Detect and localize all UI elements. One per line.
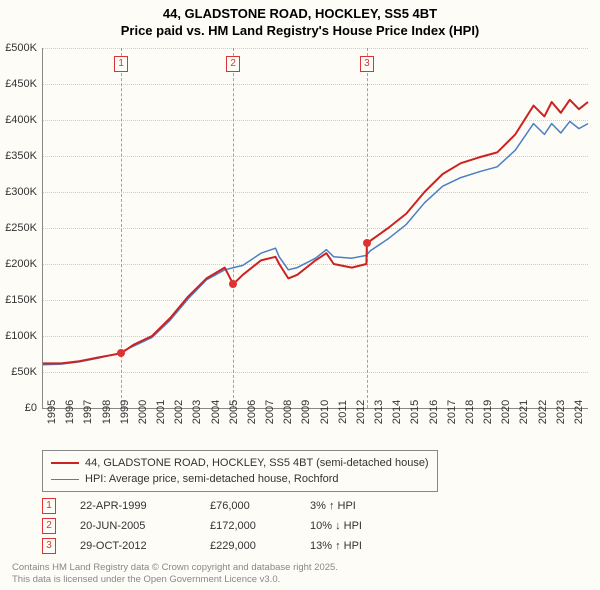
y-tick-label: £300K: [0, 186, 37, 198]
x-tick-label: 2013: [373, 400, 385, 424]
y-tick-label: £400K: [0, 114, 37, 126]
y-tick-label: £0: [0, 402, 37, 414]
y-tick-label: £50K: [0, 366, 37, 378]
x-tick-label: 2023: [555, 400, 567, 424]
plot-area: 1 2 3: [42, 48, 588, 409]
sales-row-badge: 2: [42, 518, 56, 534]
x-tick-label: 2012: [355, 400, 367, 424]
sales-row-date: 22-APR-1999: [80, 500, 210, 512]
sales-table: 1 22-APR-1999£76,0003% ↑ HPI 2 20-JUN-2005£…: [42, 496, 410, 556]
x-tick-label: 2003: [191, 400, 203, 424]
sales-row-price: £76,000: [210, 500, 310, 512]
sales-row-badge: 1: [42, 498, 56, 514]
sales-row-price: £172,000: [210, 520, 310, 532]
footer: Contains HM Land Registry data © Crown c…: [12, 562, 338, 586]
x-tick-label: 2017: [446, 400, 458, 424]
y-tick-label: £200K: [0, 258, 37, 270]
sales-row-date: 20-JUN-2005: [80, 520, 210, 532]
legend-item: 44, GLADSTONE ROAD, HOCKLEY, SS5 4BT (se…: [51, 455, 429, 471]
x-tick-label: 1999: [119, 400, 131, 424]
sales-row: 1 22-APR-1999£76,0003% ↑ HPI: [42, 496, 410, 516]
title-line-1: 44, GLADSTONE ROAD, HOCKLEY, SS5 4BT: [0, 6, 600, 23]
x-tick-label: 2015: [409, 400, 421, 424]
x-tick-label: 2019: [482, 400, 494, 424]
x-tick-label: 2004: [210, 400, 222, 424]
x-tick-label: 2018: [464, 400, 476, 424]
y-tick-label: £450K: [0, 78, 37, 90]
x-tick-label: 2001: [155, 400, 167, 424]
x-tick-label: 2006: [246, 400, 258, 424]
legend-swatch: [51, 462, 79, 464]
series-line: [43, 121, 588, 364]
sales-row: 2 20-JUN-2005£172,00010% ↓ HPI: [42, 516, 410, 536]
x-tick-label: 2011: [337, 400, 349, 424]
sale-badge: 3: [360, 56, 374, 72]
legend-swatch: [51, 479, 79, 480]
x-tick-label: 2014: [391, 400, 403, 424]
sales-row-badge: 3: [42, 538, 56, 554]
sale-marker-dot: [229, 280, 237, 288]
legend-label: HPI: Average price, semi-detached house,…: [85, 473, 339, 485]
chart-title: 44, GLADSTONE ROAD, HOCKLEY, SS5 4BT Pri…: [0, 0, 600, 40]
x-tick-label: 2008: [282, 400, 294, 424]
sales-row-date: 29-OCT-2012: [80, 540, 210, 552]
legend-item: HPI: Average price, semi-detached house,…: [51, 471, 429, 487]
sale-marker-dot: [117, 349, 125, 357]
sale-badge: 2: [226, 56, 240, 72]
x-tick-label: 2010: [319, 400, 331, 424]
x-tick-label: 2007: [264, 400, 276, 424]
y-tick-label: £250K: [0, 222, 37, 234]
x-tick-label: 1996: [64, 400, 76, 424]
sales-row-diff: 10% ↓ HPI: [310, 520, 410, 532]
x-tick-label: 2020: [500, 400, 512, 424]
x-tick-label: 2021: [518, 400, 530, 424]
title-line-2: Price paid vs. HM Land Registry's House …: [0, 23, 600, 40]
y-tick-label: £350K: [0, 150, 37, 162]
sales-row-price: £229,000: [210, 540, 310, 552]
x-tick-label: 2005: [228, 400, 240, 424]
chart-area: 123 £0£50K£100K£150K£200K£250K£300K£350K…: [42, 48, 587, 408]
x-tick-label: 2016: [428, 400, 440, 424]
footer-line-2: This data is licensed under the Open Gov…: [12, 574, 338, 586]
x-tick-label: 1997: [82, 400, 94, 424]
sales-row-diff: 13% ↑ HPI: [310, 540, 410, 552]
chart-container: 44, GLADSTONE ROAD, HOCKLEY, SS5 4BT Pri…: [0, 0, 600, 590]
legend: 44, GLADSTONE ROAD, HOCKLEY, SS5 4BT (se…: [42, 450, 438, 492]
x-tick-label: 1998: [101, 400, 113, 424]
sale-badge: 1: [114, 56, 128, 72]
legend-label: 44, GLADSTONE ROAD, HOCKLEY, SS5 4BT (se…: [85, 457, 429, 469]
x-tick-label: 2002: [173, 400, 185, 424]
x-tick-label: 2009: [300, 400, 312, 424]
sale-marker-dot: [363, 239, 371, 247]
sales-row-diff: 3% ↑ HPI: [310, 500, 410, 512]
x-tick-label: 2022: [537, 400, 549, 424]
x-tick-label: 2000: [137, 400, 149, 424]
series-line: [43, 100, 588, 364]
sales-row: 3 29-OCT-2012£229,00013% ↑ HPI: [42, 536, 410, 556]
y-tick-label: £150K: [0, 294, 37, 306]
y-tick-label: £100K: [0, 330, 37, 342]
x-tick-label: 2024: [573, 400, 585, 424]
footer-line-1: Contains HM Land Registry data © Crown c…: [12, 562, 338, 574]
y-tick-label: £500K: [0, 42, 37, 54]
x-tick-label: 1995: [46, 400, 58, 424]
